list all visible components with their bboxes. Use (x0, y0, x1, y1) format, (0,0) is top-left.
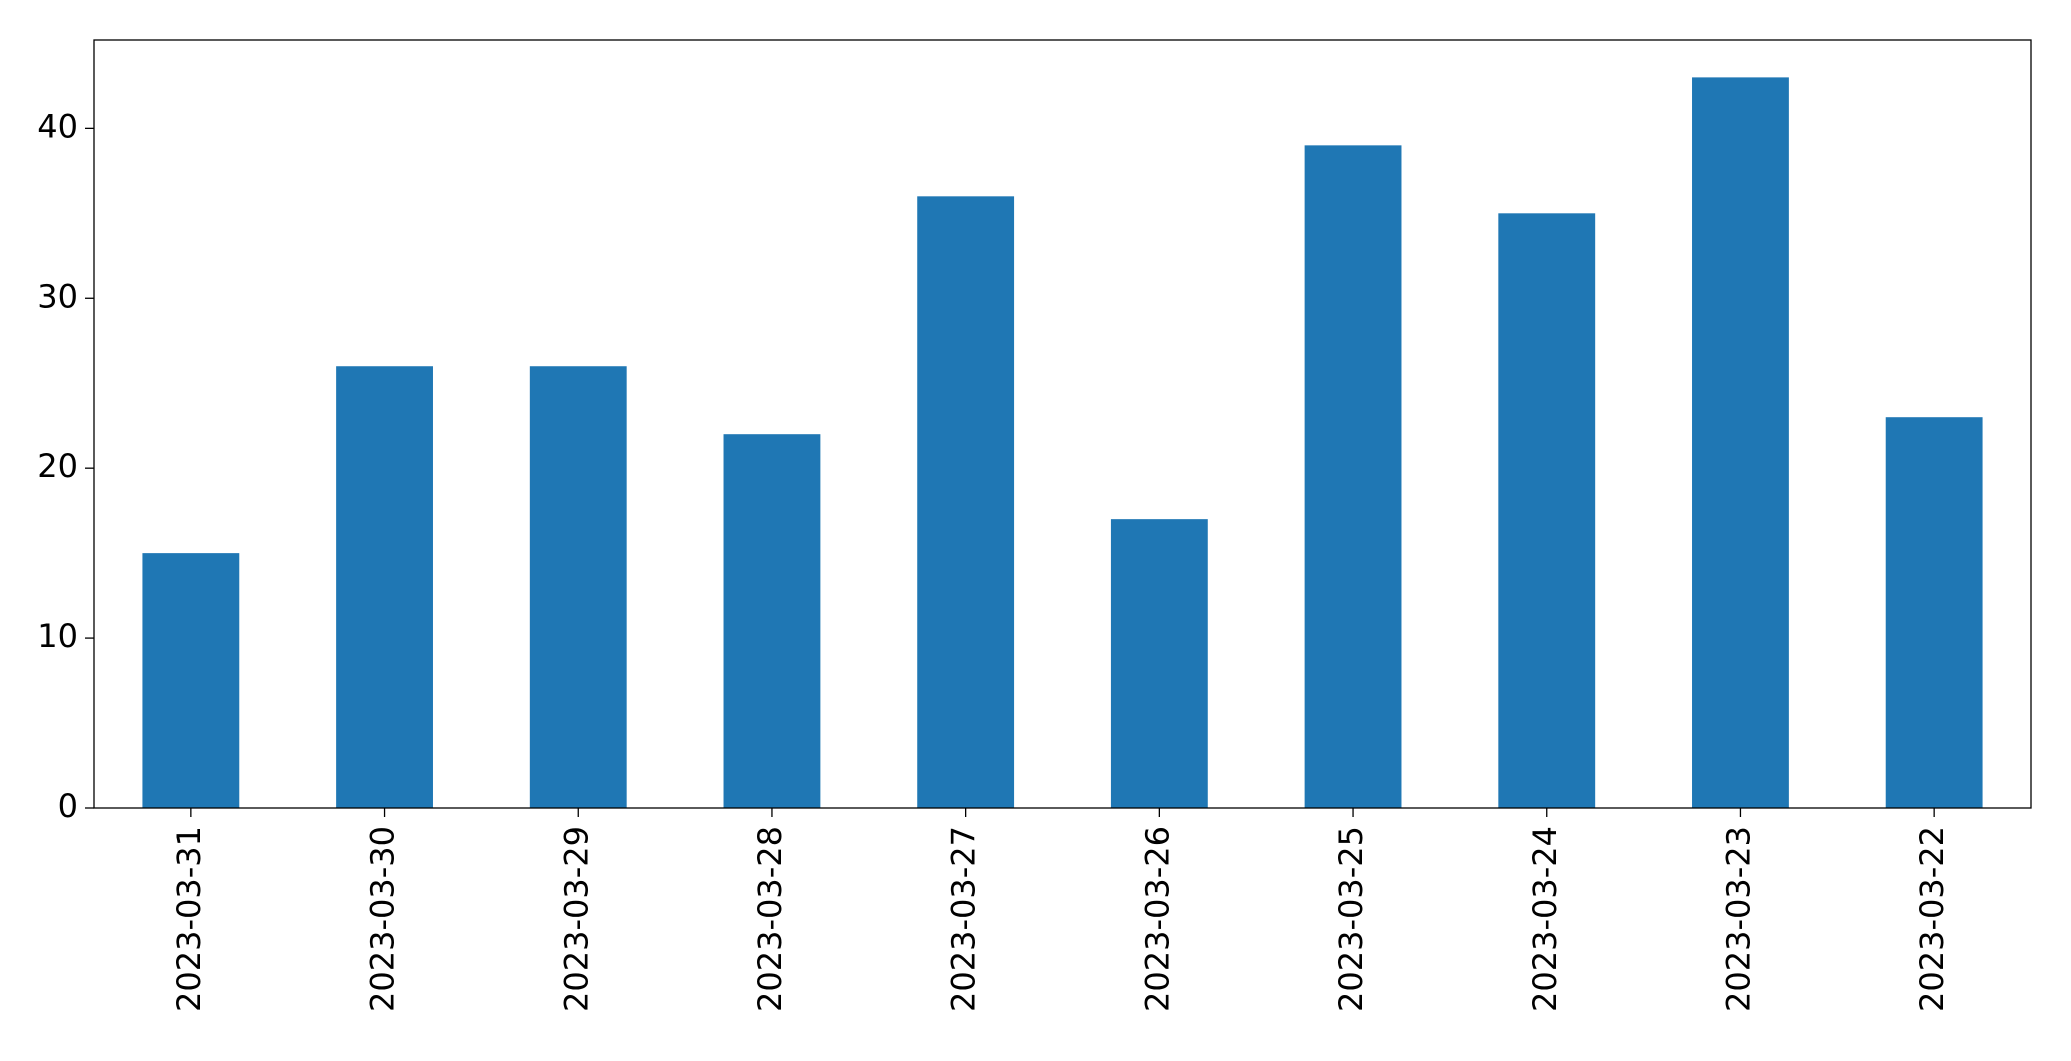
bar (1304, 145, 1402, 808)
y-tick-label: 10 (37, 617, 78, 655)
bar (1692, 77, 1789, 808)
x-tick-label: 2023-03-28 (751, 826, 789, 1012)
x-tick-label: 2023-03-27 (945, 826, 983, 1012)
x-tick-label: 2023-03-26 (1138, 826, 1176, 1012)
bar (529, 366, 627, 808)
plot-frame (93, 39, 2032, 809)
bar (1498, 213, 1596, 808)
bar (336, 366, 433, 808)
bar (723, 434, 821, 808)
x-tick-label: 2023-03-29 (557, 826, 595, 1012)
x-tick-label: 2023-03-23 (1719, 826, 1757, 1012)
bar (1885, 417, 1983, 808)
y-tick-label: 30 (37, 277, 78, 315)
x-tick-label: 2023-03-25 (1332, 826, 1370, 1012)
bar (142, 553, 240, 808)
y-tick-label: 40 (37, 107, 78, 145)
y-tick-label: 0 (58, 787, 78, 825)
x-tick-label: 2023-03-30 (364, 826, 402, 1012)
x-tick-label: 2023-03-24 (1526, 826, 1564, 1012)
x-tick-label: 2023-03-31 (170, 826, 208, 1012)
x-tick-label: 2023-03-22 (1913, 826, 1951, 1012)
bar (917, 196, 1015, 808)
y-tick-label: 20 (37, 447, 78, 485)
bar (1110, 519, 1208, 808)
